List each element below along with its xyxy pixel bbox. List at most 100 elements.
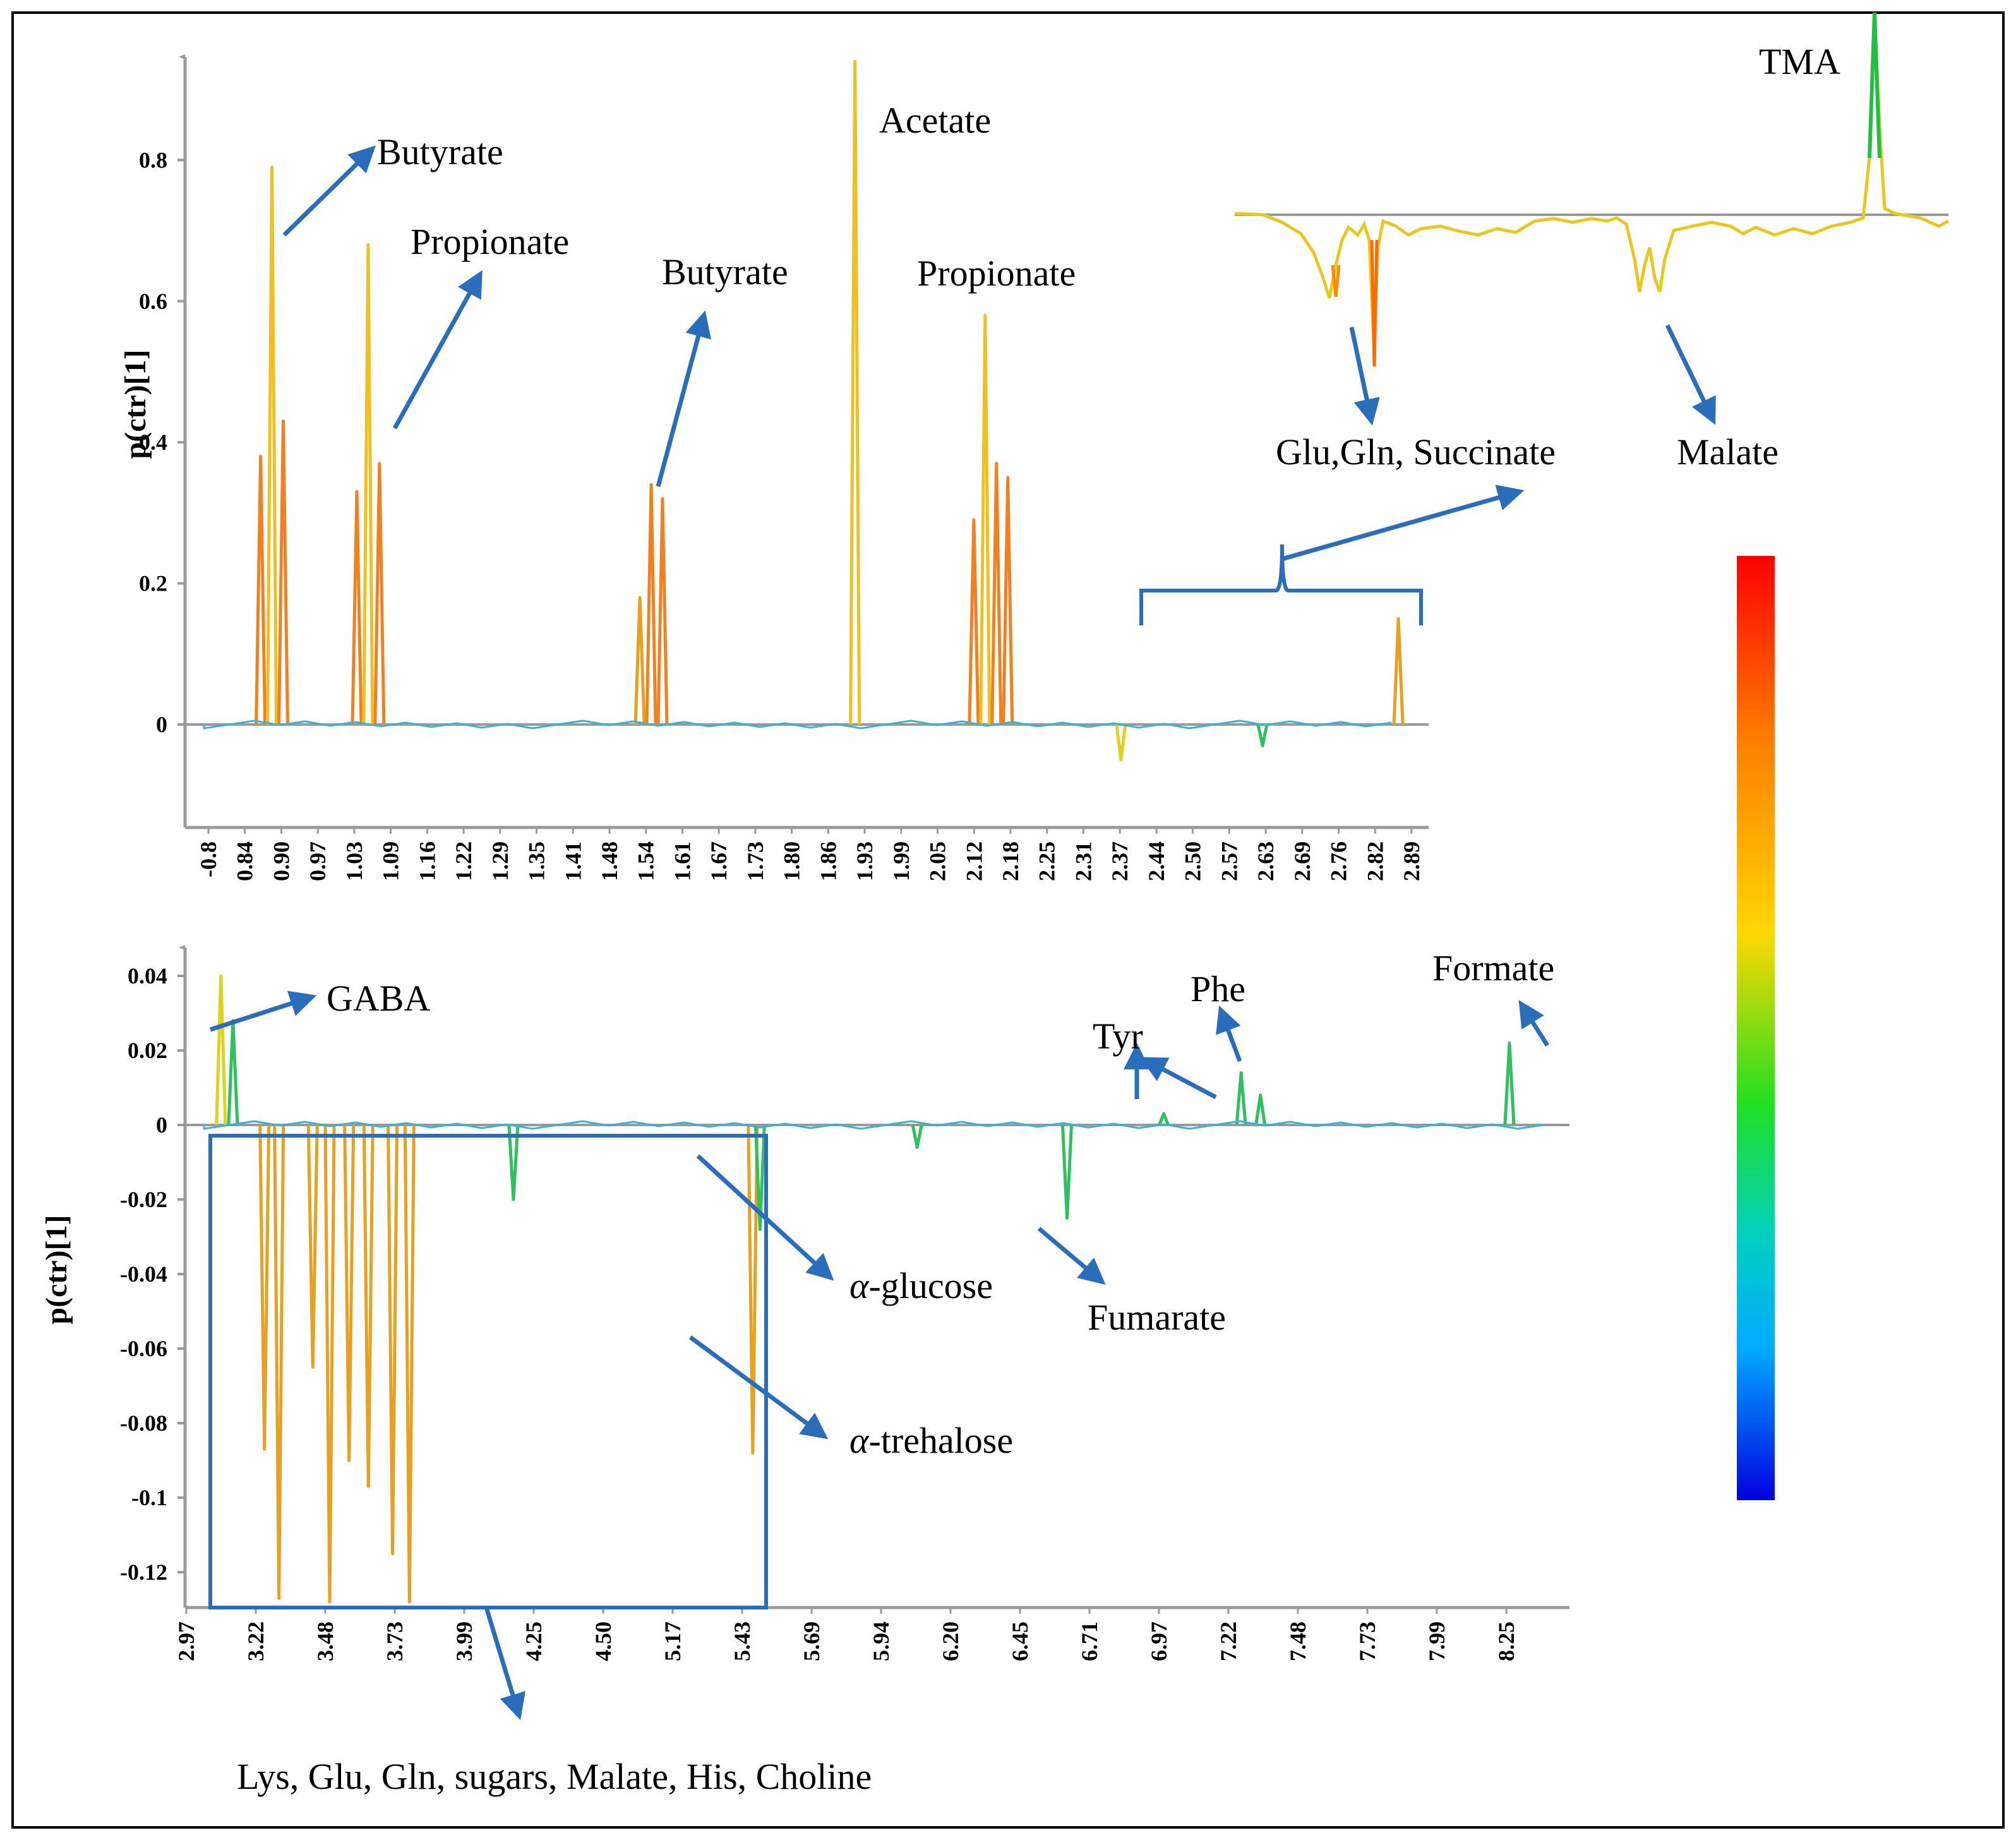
label-glu-gln-succinate: Glu,Gln, Succinate [1276, 431, 1556, 472]
x-tick-label: 1.86 [815, 841, 841, 881]
spectrum-peak [633, 596, 646, 725]
lower-peaks [203, 974, 1544, 1604]
x-tick-label: 2.50 [1180, 841, 1206, 881]
upper-peaks [203, 59, 1405, 762]
brace-arrow [1281, 484, 1525, 562]
spectrum-peak [1254, 1093, 1267, 1126]
inset-plot [1234, 12, 1950, 367]
x-tick-label: 3.48 [313, 1621, 338, 1661]
x-tick-label: 2.97 [174, 1621, 199, 1661]
upper-x-ticks: -0.8 0.84 0.90 0.97 1.03 1.09 1.16 1.22 1.29 1.35… [196, 827, 1424, 881]
x-tick-label: 4.25 [521, 1621, 546, 1661]
x-tick-label: 1.16 [414, 841, 440, 881]
annotations: Butyrate Propionate Butyrate Acetate Pro… [237, 41, 1840, 1797]
x-tick-label: 1.41 [560, 841, 585, 881]
arrow-butyrate-1 [282, 145, 376, 237]
y-tick-label: 0.8 [139, 147, 167, 172]
x-tick-label: 5.94 [868, 1621, 894, 1661]
spectrum-peak [273, 1124, 285, 1600]
x-tick-label: 1.61 [669, 841, 695, 881]
spectrum-peak [227, 1019, 239, 1126]
x-tick-label: 7.73 [1355, 1621, 1380, 1661]
spectrum-peak [968, 518, 980, 725]
x-tick-label: 1.80 [779, 841, 805, 881]
upper-y-ticks: 0.8 0.6 0.4 0.2 0 [139, 147, 185, 737]
x-tick-label: 8.25 [1494, 1621, 1519, 1661]
x-tick-label: 1.35 [524, 841, 549, 881]
arrow-phe [1216, 1005, 1242, 1062]
arrow-malate [1665, 324, 1716, 425]
arrow-fumarate [1037, 1227, 1106, 1285]
spectrum-peak [990, 462, 1003, 725]
label-acetate: Acetate [879, 100, 991, 141]
x-tick-label: 2.82 [1362, 841, 1388, 881]
spectrum-peak [351, 490, 363, 725]
spectrum-peak [849, 59, 861, 725]
y-tick-label: 0.6 [139, 289, 167, 314]
y-tick-label: 0.4 [139, 430, 167, 455]
spectrum-peak [1235, 1071, 1247, 1126]
spectrum-peak [258, 1124, 271, 1451]
spectrum-peak [362, 243, 375, 725]
spectrum-peak [403, 1124, 416, 1604]
x-tick-label: 6.97 [1146, 1621, 1172, 1661]
x-tick-label: 2.57 [1216, 841, 1242, 881]
spectrum-peak [1060, 1124, 1073, 1220]
x-tick-label: 0.84 [232, 841, 258, 881]
x-tick-label: 4.50 [591, 1621, 616, 1661]
arrow-region-list [484, 1606, 525, 1721]
label-formate: Formate [1432, 947, 1554, 989]
y-tick-label: -0.12 [120, 1560, 167, 1585]
spectrum-peak [362, 1124, 375, 1488]
spectrum-peak [373, 462, 386, 725]
x-tick-label: 0.97 [305, 841, 330, 881]
spectrum-peak [1392, 616, 1405, 725]
x-tick-label: 1.73 [743, 841, 768, 881]
spectrum-peak [753, 1124, 766, 1231]
spectrum-peak [911, 1124, 923, 1149]
x-tick-label: 1.09 [378, 841, 404, 881]
x-tick-label: 1.48 [597, 841, 622, 881]
x-tick-label: 2.89 [1399, 841, 1424, 881]
spectrum-peak [1256, 724, 1269, 748]
spectrum-peak [1503, 1041, 1516, 1126]
x-tick-label: 0.90 [268, 841, 294, 881]
x-tick-label: 1.67 [706, 841, 731, 881]
x-tick-label: 2.31 [1071, 841, 1096, 881]
y-tick-label: 0.04 [128, 963, 167, 989]
label-alpha-trehalose: α-trehalose [849, 1420, 1013, 1461]
spectrum-peak [656, 497, 669, 725]
spectrum-baseline [203, 719, 1392, 730]
spectrum-peak [1158, 1112, 1170, 1126]
x-tick-label: 3.73 [382, 1621, 407, 1661]
label-propionate-1: Propionate [411, 221, 569, 262]
x-tick-label: 1.29 [488, 841, 513, 881]
label-butyrate-2: Butyrate [662, 251, 788, 292]
upper-y-label: p(ctr)[1] [119, 349, 152, 459]
label-butyrate-1: Butyrate [377, 131, 503, 172]
x-tick-label: 6.71 [1077, 1621, 1102, 1661]
region-brace [1139, 544, 1423, 625]
lower-y-ticks: 0.04 0.02 0 -0.02 -0.04 -0.06 -0.08 -0.1 -0.12 [120, 963, 185, 1585]
y-tick-label: -0.06 [120, 1336, 167, 1361]
spectrum-baseline [203, 1120, 1544, 1130]
x-tick-label: 5.43 [729, 1621, 755, 1661]
spectrum-peak [979, 313, 992, 725]
arrow-trehalose [688, 1335, 829, 1440]
x-tick-label: 2.44 [1144, 841, 1169, 881]
x-tick-label: 1.93 [852, 841, 877, 881]
y-tick-label: 0.2 [139, 571, 167, 596]
arrow-propionate-1 [392, 270, 483, 430]
x-tick-label: 2.25 [1035, 841, 1060, 881]
spectrum-peak [645, 483, 657, 725]
x-tick-label: 2.05 [925, 841, 951, 881]
color-scale-bar [1737, 556, 1775, 1500]
y-tick-label: 0 [156, 1112, 167, 1138]
x-tick-label: 1.03 [342, 841, 367, 881]
spectrum-peak [306, 1124, 319, 1369]
spectrum-peak [747, 1124, 759, 1455]
arrow-formate [1518, 1000, 1549, 1047]
label-region-list: Lys, Glu, Gln, sugars, Malate, His, Chol… [237, 1756, 872, 1797]
x-tick-label: 6.20 [938, 1621, 963, 1661]
x-tick-label: 2.69 [1290, 841, 1315, 881]
